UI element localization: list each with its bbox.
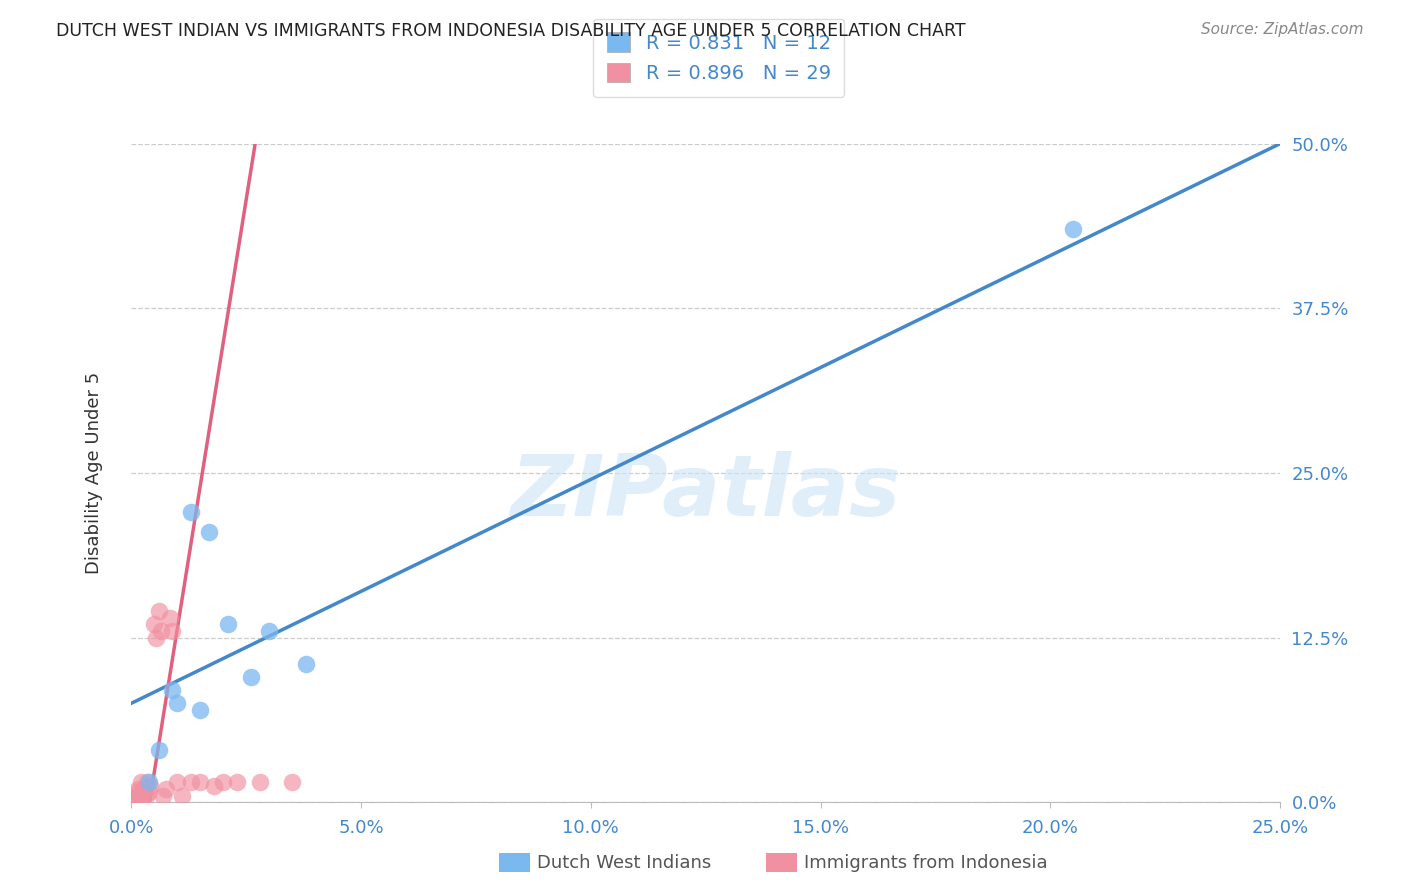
Point — [162, 683, 184, 698]
Text: Source: ZipAtlas.com: Source: ZipAtlas.com — [1201, 22, 1364, 37]
Point — [143, 617, 166, 632]
Point — [124, 789, 146, 803]
Point — [217, 617, 239, 632]
Point — [129, 775, 152, 789]
Point — [249, 775, 271, 789]
Point — [188, 703, 211, 717]
Point — [131, 789, 153, 803]
Point — [180, 505, 202, 519]
Point — [138, 785, 160, 799]
Point — [148, 604, 170, 618]
Point — [138, 775, 160, 789]
Point — [149, 624, 172, 638]
Point — [180, 775, 202, 789]
Point — [125, 785, 148, 799]
Legend: R = 0.831   N = 12, R = 0.896   N = 29: R = 0.831 N = 12, R = 0.896 N = 29 — [593, 19, 845, 96]
Point — [198, 525, 221, 540]
Point — [152, 789, 174, 803]
Point — [159, 611, 181, 625]
Point — [145, 631, 167, 645]
Point — [148, 742, 170, 756]
Point — [127, 782, 149, 797]
Point — [166, 775, 188, 789]
Point — [128, 791, 150, 805]
Point — [139, 780, 162, 794]
Point — [281, 775, 304, 789]
Text: ZIPatlas: ZIPatlas — [510, 451, 901, 534]
Point — [202, 780, 225, 794]
Point — [155, 782, 177, 797]
Point — [188, 775, 211, 789]
Text: Immigrants from Indonesia: Immigrants from Indonesia — [804, 854, 1047, 871]
Y-axis label: Disability Age Under 5: Disability Age Under 5 — [86, 372, 103, 574]
Point — [239, 670, 262, 684]
Point — [1062, 222, 1084, 236]
Point — [170, 789, 193, 803]
Point — [257, 624, 280, 638]
Text: Dutch West Indians: Dutch West Indians — [537, 854, 711, 871]
Point — [225, 775, 247, 789]
Point — [294, 657, 316, 671]
Point — [122, 791, 145, 805]
Text: DUTCH WEST INDIAN VS IMMIGRANTS FROM INDONESIA DISABILITY AGE UNDER 5 CORRELATIO: DUTCH WEST INDIAN VS IMMIGRANTS FROM IND… — [56, 22, 966, 40]
Point — [162, 624, 184, 638]
Point — [212, 775, 235, 789]
Point — [136, 775, 159, 789]
Point — [135, 789, 157, 803]
Point — [132, 782, 155, 797]
Point — [166, 697, 188, 711]
